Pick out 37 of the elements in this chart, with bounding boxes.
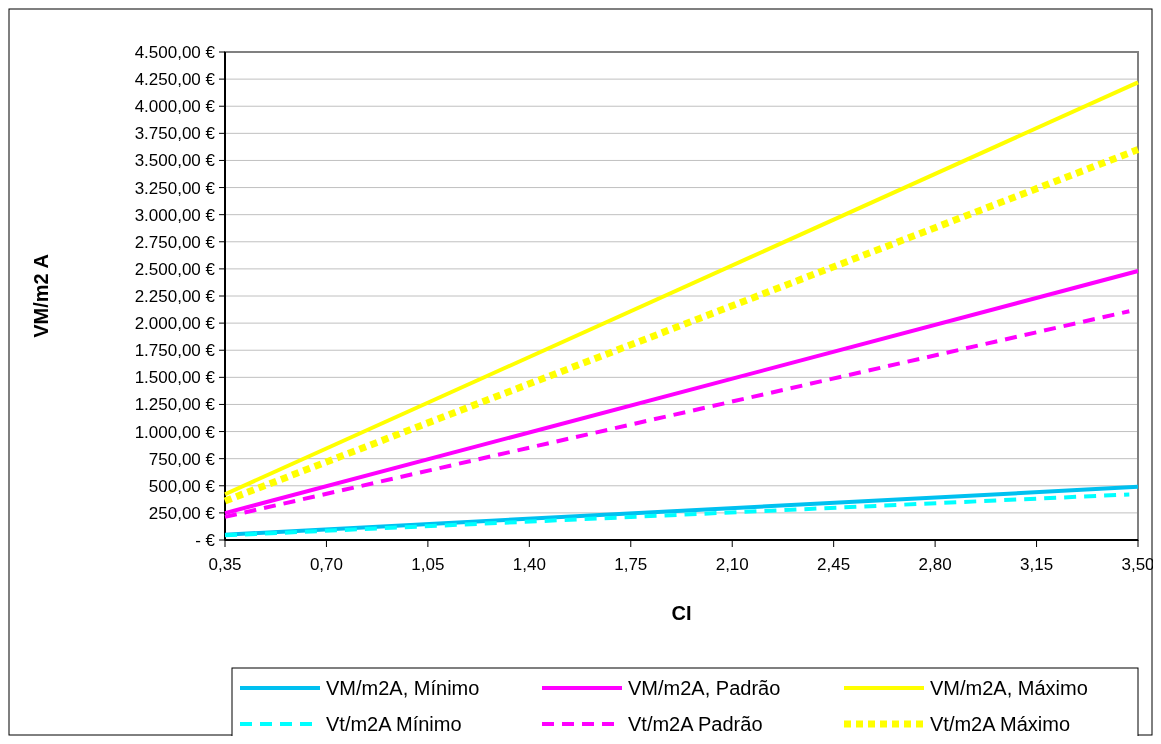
y-tick-label: 3.500,00 € (134, 151, 216, 171)
legend-label: VM/m2A, Padrão (628, 677, 781, 699)
legend-label: VM/m2A, Mínimo (326, 677, 480, 699)
legend-label: Vt/m2A Mínimo (326, 713, 462, 735)
y-axis-title: VM/m2 A (30, 254, 52, 338)
y-tick-label: 4.250,00 € (134, 70, 216, 90)
y-tick-label: 3.250,00 € (134, 178, 216, 198)
y-tick-label: 4.500,00 € (134, 42, 216, 62)
x-tick-label: 2,80 (918, 555, 952, 574)
y-tick-label: 1.000,00 € (134, 422, 216, 442)
y-tick-label: 4.000,00 € (134, 97, 216, 117)
legend-label: Vt/m2A Máximo (930, 713, 1071, 735)
y-tick-label: 1.500,00 € (134, 368, 216, 388)
y-tick-label: 3.750,00 € (134, 124, 216, 144)
x-tick-label: 3,15 (1020, 555, 1054, 574)
x-tick-label: 1,40 (512, 555, 546, 574)
x-tick-label: 2,10 (715, 555, 749, 574)
y-tick-label: 250,00 € (148, 503, 216, 523)
y-tick-label: 2.250,00 € (134, 286, 216, 306)
legend-label: VM/m2A, Máximo (930, 677, 1088, 699)
y-tick-label: 2.000,00 € (134, 314, 216, 334)
y-tick-label: 750,00 € (148, 449, 216, 469)
y-tick-label: 1.750,00 € (134, 341, 216, 361)
legend-label: Vt/m2A Padrão (628, 713, 763, 735)
x-tick-label: 3,50 (1121, 555, 1155, 574)
x-tick-label: 0,35 (208, 555, 242, 574)
x-tick-label: 1,75 (614, 555, 648, 574)
y-tick-label: - € (195, 530, 216, 550)
x-tick-label: 0,70 (309, 555, 343, 574)
y-tick-label: 2.750,00 € (134, 232, 216, 252)
x-tick-label: 2,45 (817, 555, 851, 574)
x-axis-title: CI (671, 602, 692, 624)
y-tick-label: 1.250,00 € (134, 395, 216, 415)
y-tick-label: 2.500,00 € (134, 259, 216, 279)
y-tick-label: 500,00 € (148, 476, 216, 496)
y-tick-label: 3.000,00 € (134, 205, 216, 225)
x-tick-label: 1,05 (411, 555, 445, 574)
